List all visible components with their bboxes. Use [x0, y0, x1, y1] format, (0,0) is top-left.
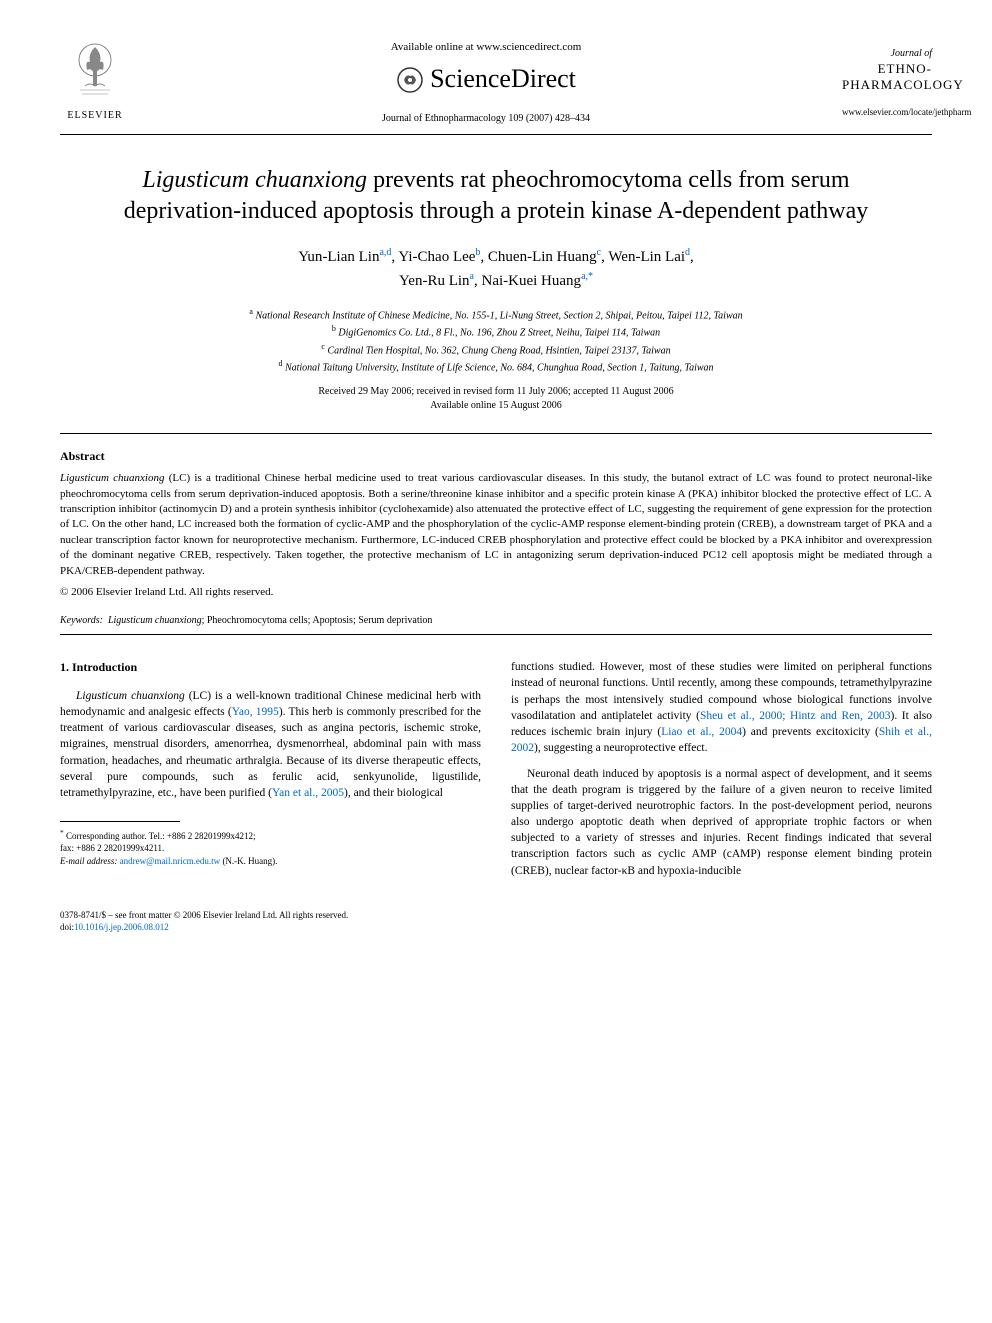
issn-line: 0378-8741/$ – see front matter © 2006 El…	[60, 909, 932, 922]
affiliation: d National Taitung University, Institute…	[60, 358, 932, 375]
intro-paragraph-2: Neuronal death induced by apoptosis is a…	[511, 766, 932, 879]
abstract-copyright: © 2006 Elsevier Ireland Ltd. All rights …	[60, 585, 932, 600]
email-name: (N.-K. Huang).	[222, 856, 277, 866]
author-affil-sup: a,	[581, 271, 588, 282]
keywords-label: Keywords:	[60, 615, 103, 626]
affiliation-sup: d	[278, 359, 282, 368]
citation-yan-2005[interactable]: Yan et al., 2005	[272, 787, 344, 799]
email-address[interactable]: andrew@mail.nricm.edu.tw	[120, 856, 221, 866]
author-affil-sup: a,d	[379, 247, 391, 258]
author: Nai-Kuei Huanga,*	[482, 273, 594, 289]
affiliation-sup: b	[332, 324, 336, 333]
author-affil-sup: a	[470, 271, 474, 282]
abstract-text: Ligusticum chuanxiong (LC) is a traditio…	[60, 471, 932, 579]
footnotes: * Corresponding author. Tel.: +886 2 282…	[60, 828, 481, 868]
keywords-rest: ; Pheochromocytoma cells; Apoptosis; Ser…	[202, 615, 433, 626]
author: Yun-Lian Lina,d	[298, 249, 391, 265]
sciencedirect-text: ScienceDirect	[430, 61, 576, 97]
header-rule	[60, 134, 932, 135]
author: Yi-Chao Leeb	[398, 249, 480, 265]
bottom-meta: 0378-8741/$ – see front matter © 2006 El…	[60, 909, 932, 934]
journal-of-label: Journal of	[842, 47, 932, 61]
dates: Received 29 May 2006; received in revise…	[60, 385, 932, 413]
corresponding-author: * Corresponding author. Tel.: +886 2 282…	[60, 828, 481, 843]
paper-title: Ligusticum chuanxiong prevents rat pheoc…	[100, 165, 892, 227]
p1-b: ). This herb is commonly prescribed for …	[60, 706, 481, 798]
right-column: functions studied. However, most of thes…	[511, 659, 932, 888]
rp1-c: ) and prevents excitoxicity (	[742, 726, 879, 738]
doi-link[interactable]: 10.1016/j.jep.2006.08.012	[74, 922, 169, 932]
available-online-text: Available online at www.sciencedirect.co…	[130, 40, 842, 55]
journal-name-1: ETHNO-	[842, 61, 932, 77]
sciencedirect-brand: ScienceDirect	[130, 61, 842, 97]
citation-liao-2004[interactable]: Liao et al., 2004	[661, 726, 742, 738]
keywords-italic: Ligusticum chuanxiong	[108, 615, 202, 626]
keywords-rule	[60, 634, 932, 635]
abstract-body: (LC) is a traditional Chinese herbal med…	[60, 472, 932, 576]
affiliation: b DigiGenomics Co. Ltd., 8 Fl., No. 196,…	[60, 323, 932, 340]
corresponding-email-line: E-mail address: andrew@mail.nricm.edu.tw…	[60, 855, 481, 868]
elsevier-logo: ELSEVIER	[60, 42, 130, 123]
citation-sheu-hintz[interactable]: Sheu et al., 2000; Hintz and Ren, 2003	[700, 710, 890, 722]
email-label: E-mail address:	[60, 856, 117, 866]
author-affil-sup: d	[685, 247, 690, 258]
title-italic: Ligusticum chuanxiong	[142, 167, 367, 193]
intro-paragraph-1: Ligusticum chuanxiong (LC) is a well-kno…	[60, 688, 481, 801]
sciencedirect-icon	[396, 66, 424, 94]
affiliation-sup: a	[249, 307, 253, 316]
doi-line: doi:10.1016/j.jep.2006.08.012	[60, 921, 932, 934]
authors-list: Yun-Lian Lina,d, Yi-Chao Leeb, Chuen-Lin…	[60, 245, 932, 292]
abstract-heading: Abstract	[60, 448, 932, 465]
center-header: Available online at www.sciencedirect.co…	[130, 40, 842, 126]
dates-line2: Available online 15 August 2006	[60, 399, 932, 413]
corresponding-tel: Corresponding author. Tel.: +886 2 28201…	[66, 831, 256, 841]
affiliation-sup: c	[321, 342, 325, 351]
journal-name-2: PHARMACOLOGY	[842, 77, 932, 93]
affiliation: c Cardinal Tien Hospital, No. 362, Chung…	[60, 341, 932, 358]
author: Wen-Lin Laid	[608, 249, 690, 265]
doi-label: doi:	[60, 922, 74, 932]
left-column: 1. Introduction Ligusticum chuanxiong (L…	[60, 659, 481, 888]
footnote-divider	[60, 821, 180, 822]
journal-citation: Journal of Ethnopharmacology 109 (2007) …	[130, 112, 842, 126]
corresponding-fax: fax: +886 2 28201999x4211.	[60, 842, 481, 855]
elsevier-tree-icon	[70, 42, 120, 102]
corresponding-star: *	[588, 271, 593, 282]
author-affil-sup: b	[475, 247, 480, 258]
keywords: Keywords: Ligusticum chuanxiong; Pheochr…	[60, 614, 932, 628]
p1-c: ), and their biological	[344, 787, 443, 799]
p1-italic: Ligusticum chuanxiong	[76, 690, 185, 702]
author-affil-sup: c	[597, 247, 601, 258]
abstract-italic-lead: Ligusticum chuanxiong	[60, 472, 164, 484]
affiliation: a National Research Institute of Chinese…	[60, 306, 932, 323]
section-heading: 1. Introduction	[60, 659, 481, 676]
journal-logo: Journal of ETHNO- PHARMACOLOGY www.elsev…	[842, 47, 932, 119]
intro-paragraph-1-cont: functions studied. However, most of thes…	[511, 659, 932, 756]
paper-header: ELSEVIER Available online at www.science…	[60, 40, 932, 126]
rp1-d: ), suggesting a neuroprotective effect.	[534, 742, 708, 754]
author: Chuen-Lin Huangc	[488, 249, 601, 265]
body-columns: 1. Introduction Ligusticum chuanxiong (L…	[60, 659, 932, 888]
author: Yen-Ru Lina	[399, 273, 474, 289]
dates-line1: Received 29 May 2006; received in revise…	[60, 385, 932, 399]
abstract-top-rule	[60, 433, 932, 434]
affiliations-list: a National Research Institute of Chinese…	[60, 306, 932, 375]
journal-url: www.elsevier.com/locate/jethpharm	[842, 106, 932, 119]
citation-yao-1995[interactable]: Yao, 1995	[232, 706, 279, 718]
elsevier-label: ELSEVIER	[60, 109, 130, 123]
